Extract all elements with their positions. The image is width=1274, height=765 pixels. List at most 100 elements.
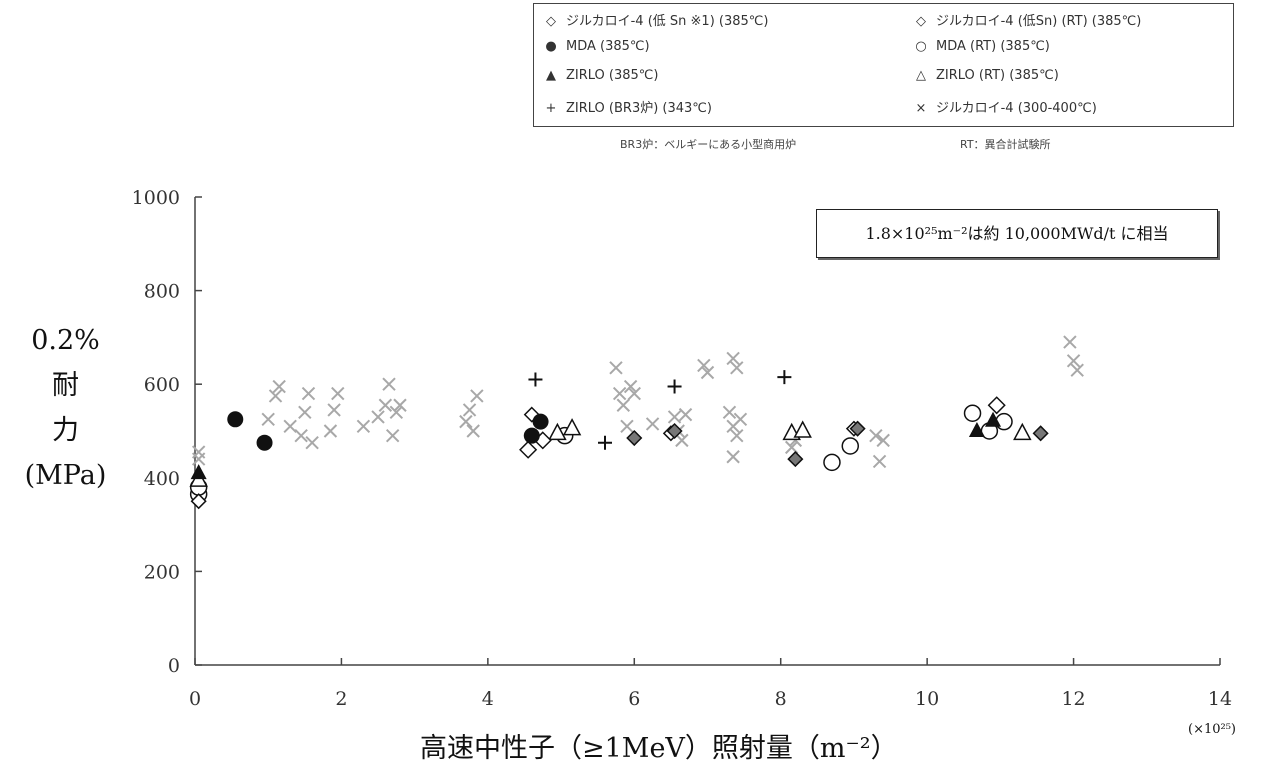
- data-point-cross: [470, 389, 484, 403]
- legend-item-zirlo-rt: △ ZIRLO (RT) (385℃): [910, 68, 1059, 83]
- data-point-cross: [378, 398, 393, 412]
- y-axis-label-line: 0.2%: [31, 325, 100, 356]
- data-point-cross: [385, 428, 400, 443]
- data-point-cross: [620, 419, 634, 434]
- data-point-cross: [872, 454, 887, 469]
- legend-item-zry4: × ジルカロイ-4 (300-400℃): [910, 97, 1097, 116]
- data-point-cross: [675, 433, 689, 448]
- data-point-circle-open: [841, 437, 860, 455]
- data-point-cross: [609, 361, 623, 375]
- y-tick-label: 1000: [132, 187, 180, 209]
- data-point-diamond-filled-grey: [1032, 425, 1049, 442]
- x-tick-label: 0: [189, 688, 201, 710]
- data-point-diamond-open-small: [523, 406, 540, 423]
- legend-label: ジルカロイ-4 (300-400℃): [936, 101, 1097, 116]
- data-point-cross: [294, 428, 308, 443]
- data-point-cross: [612, 386, 627, 401]
- y-axis-label: 0.2% 耐 力 (MPa): [8, 318, 123, 498]
- data-point-cross: [382, 377, 396, 391]
- data-point-circle-open: [823, 453, 841, 472]
- data-point-circle-filled: [256, 434, 273, 451]
- data-point-cross: [869, 428, 883, 443]
- data-point-cross: [616, 398, 631, 412]
- legend-label: MDA (385℃): [566, 39, 650, 54]
- data-point-diamond-filled-grey: [666, 422, 683, 440]
- data-point-cross: [393, 398, 407, 412]
- data-point-triangle-open: [793, 420, 812, 438]
- data-point-cross: [462, 403, 477, 417]
- data-point-cross: [876, 433, 890, 448]
- legend-item-zry4-lowsn-rt: ◇ ジルカロイ-4 (低Sn) (RT) (385℃): [910, 10, 1141, 29]
- y-tick-label: 200: [144, 561, 180, 583]
- data-point-triangle-open: [1013, 422, 1032, 441]
- data-point-cross: [389, 405, 404, 419]
- data-point-triangle-filled: [190, 464, 207, 480]
- triangle-filled-icon: ▲: [546, 68, 556, 83]
- legend-item-zry4-lowsn: ◇ ジルカロイ-4 (低 Sn ※1) (385℃): [540, 10, 768, 29]
- circle-open-icon: ○: [915, 39, 927, 54]
- data-point-cross: [327, 403, 341, 417]
- x-tick-label: 6: [628, 688, 640, 710]
- y-axis-label-line: (MPa): [24, 460, 107, 491]
- diamond-open-icon: ◇: [916, 14, 926, 29]
- data-point-cross: [261, 412, 275, 427]
- data-point-cross: [371, 410, 385, 424]
- y-tick-label: 600: [144, 374, 180, 396]
- y-tick-label: 400: [144, 468, 180, 490]
- data-point-cross: [678, 407, 693, 422]
- legend-label: ZIRLO (385℃): [566, 68, 659, 83]
- data-point-cross: [301, 386, 316, 401]
- data-point-plus: [777, 370, 792, 385]
- data-point-triangle-filled: [985, 411, 1002, 427]
- data-point-cross: [268, 389, 283, 403]
- x-tick-label: 10: [915, 688, 939, 710]
- legend-item-zirlo-br3: + ZIRLO (BR3炉) (343℃): [540, 97, 712, 116]
- data-point-cross: [645, 417, 660, 431]
- data-point-cross: [191, 452, 206, 466]
- data-point-cross: [298, 405, 312, 419]
- data-point-diamond-open: [987, 396, 1006, 415]
- data-point-diamond-filled-grey: [787, 451, 804, 468]
- data-point-cross: [700, 365, 715, 380]
- legend: ◇ ジルカロイ-4 (低 Sn ※1) (385℃) ◇ ジルカロイ-4 (低Sn)…: [533, 3, 1234, 127]
- data-point-cross: [323, 424, 338, 438]
- data-point-triangle-filled: [968, 422, 985, 437]
- annotation-box: 1.8×10²⁵m⁻²は約 10,000MWd/t に相当: [816, 209, 1218, 258]
- y-axis-label-line: 耐: [52, 370, 79, 401]
- legend-label: ジルカロイ-4 (低 Sn ※1) (385℃): [566, 14, 769, 29]
- data-point-cross: [331, 386, 345, 401]
- data-point-cross: [697, 358, 711, 373]
- data-point-diamond-filled-grey: [626, 429, 643, 447]
- x-tick-label: 4: [482, 688, 494, 710]
- data-point-cross: [730, 361, 744, 375]
- data-point-diamond-filled-grey: [849, 420, 866, 437]
- x-axis-label: 高速中性子（≥1MeV）照射量（m⁻²）: [420, 733, 898, 764]
- legend-note-rt: RT：異合計試験所: [960, 138, 1051, 151]
- data-point-cross: [1066, 354, 1081, 368]
- triangle-open-icon: △: [916, 68, 926, 83]
- data-point-plus: [528, 372, 543, 387]
- x-tick-label: 2: [335, 688, 347, 710]
- y-tick-label: 0: [168, 655, 180, 677]
- data-point-cross: [459, 414, 473, 429]
- legend-label: ZIRLO (RT) (385℃): [936, 68, 1059, 83]
- data-point-circle-filled: [227, 411, 244, 428]
- data-point-triangle-open: [562, 418, 582, 436]
- circle-filled-icon: ●: [545, 39, 557, 54]
- data-point-cross: [356, 419, 371, 434]
- data-point-cross: [272, 379, 286, 394]
- data-point-cross: [726, 450, 740, 464]
- x-tick-label: 12: [1061, 688, 1085, 710]
- data-point-cross: [726, 351, 740, 366]
- y-axis-label-line: 力: [52, 415, 79, 446]
- data-point-circle-open: [963, 404, 982, 422]
- data-point-cross: [730, 428, 744, 443]
- data-point-cross: [1070, 363, 1084, 377]
- x-axis-multiplier: (×10²⁵): [1188, 722, 1237, 737]
- data-point-diamond-open-small: [190, 493, 207, 510]
- legend-label: ジルカロイ-4 (低Sn) (RT) (385℃): [936, 14, 1142, 29]
- data-point-circle-open: [995, 412, 1013, 431]
- data-point-cross: [283, 419, 297, 434]
- data-point-cross: [733, 412, 748, 427]
- legend-item-mda: ● MDA (385℃): [540, 39, 650, 54]
